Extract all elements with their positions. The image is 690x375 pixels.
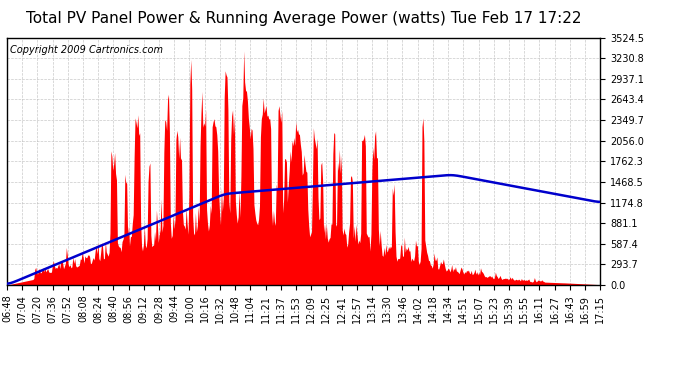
Text: Copyright 2009 Cartronics.com: Copyright 2009 Cartronics.com — [10, 45, 163, 55]
Text: Total PV Panel Power & Running Average Power (watts) Tue Feb 17 17:22: Total PV Panel Power & Running Average P… — [26, 11, 582, 26]
